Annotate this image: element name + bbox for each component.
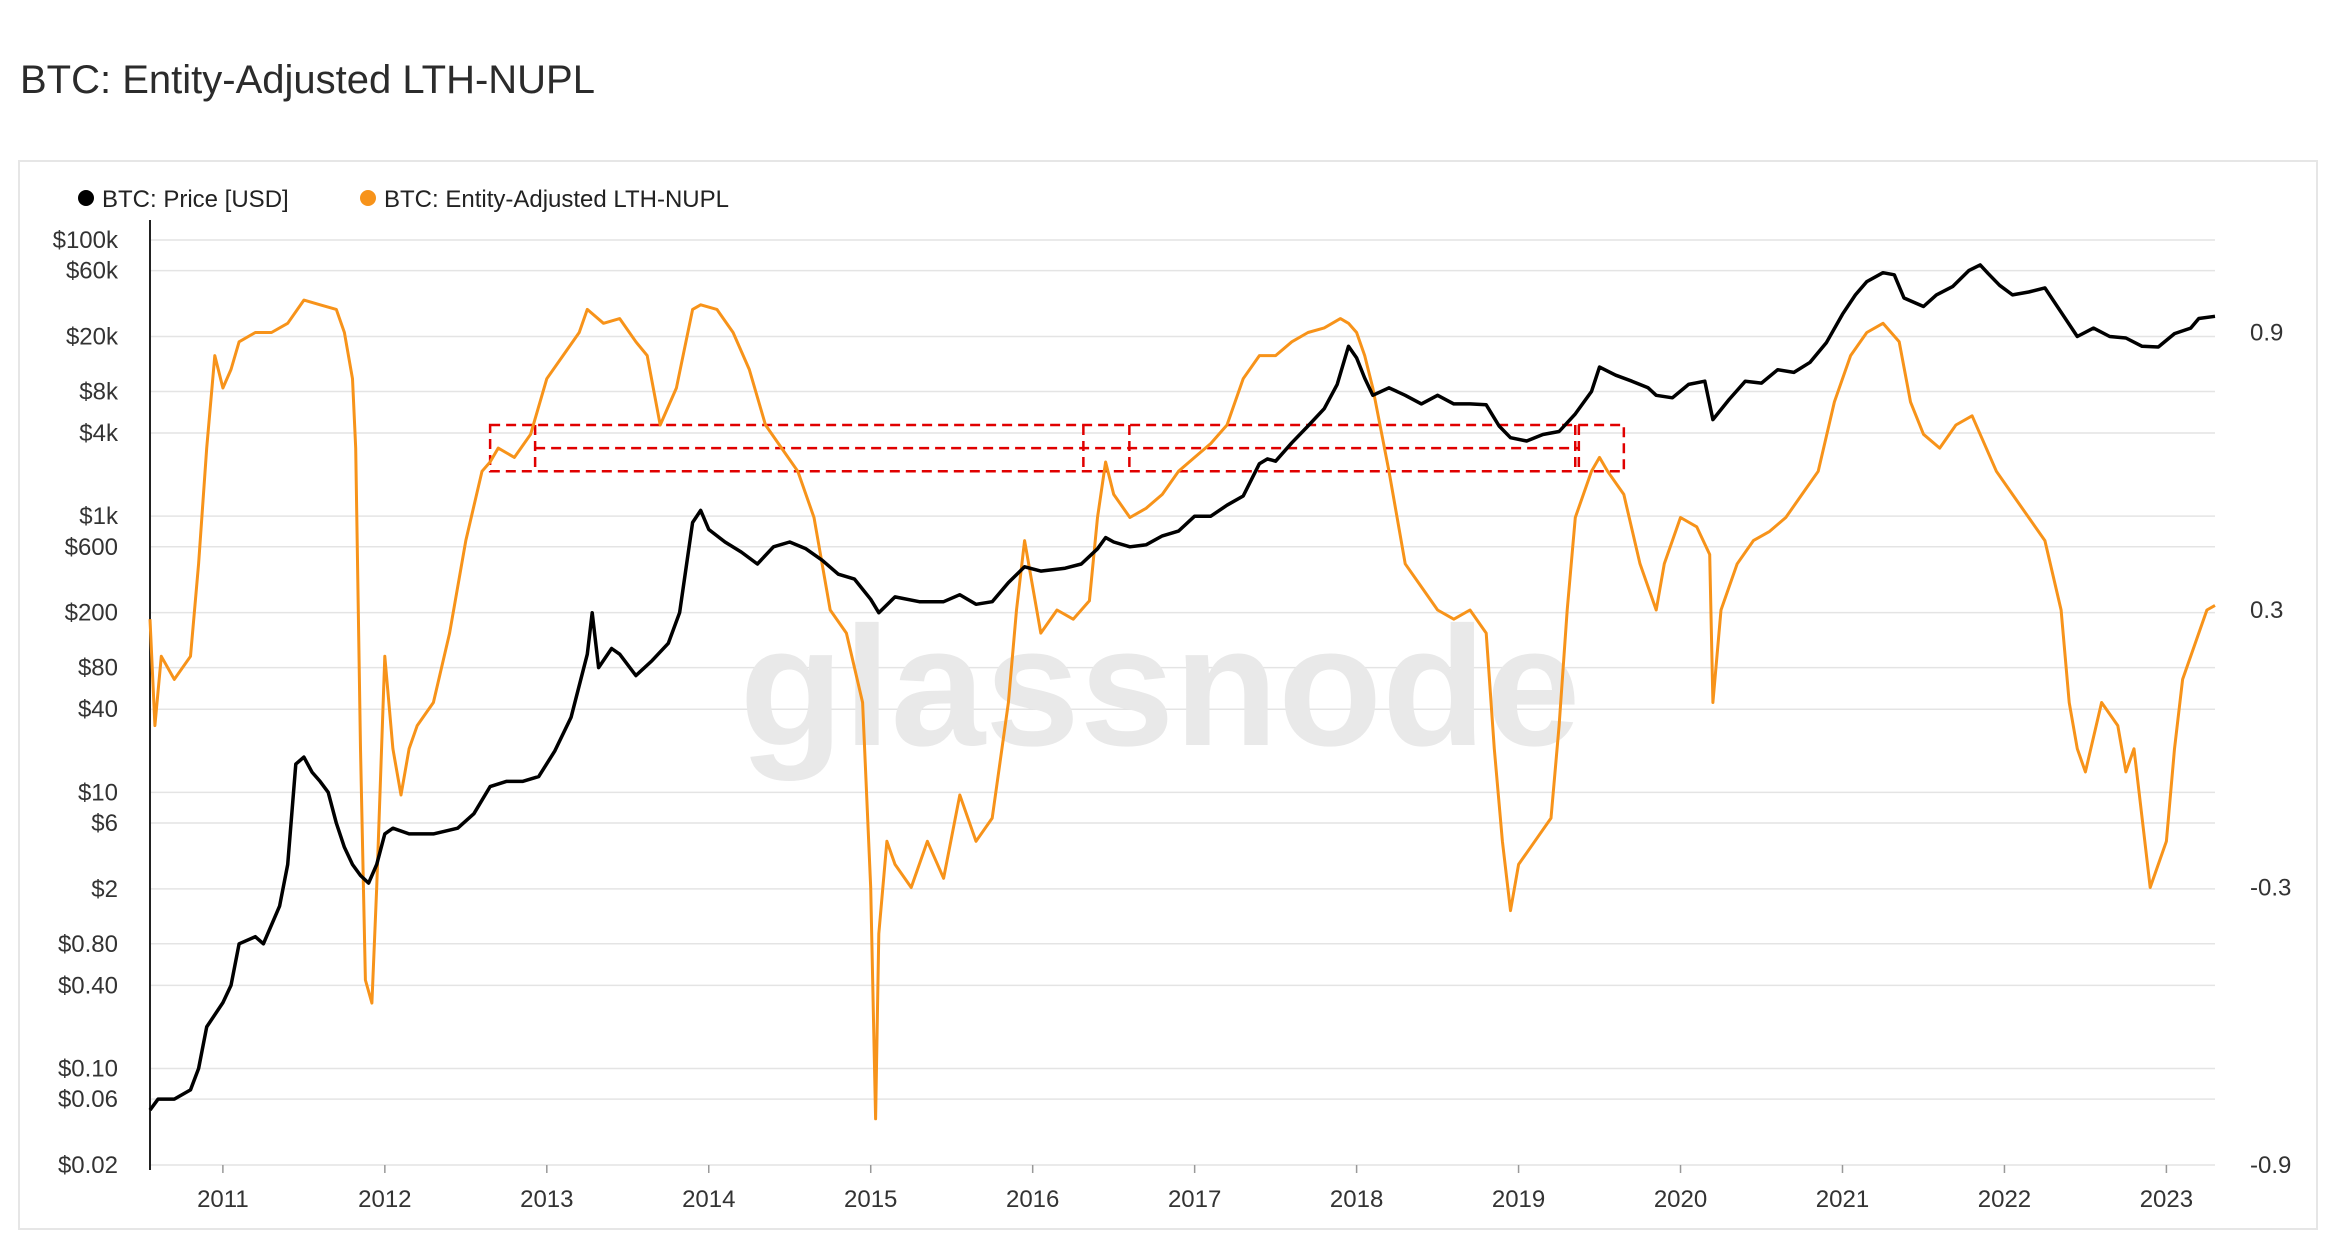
y-left-tick-label: $0.80	[58, 931, 118, 958]
y-left-tick-label: $80	[78, 655, 118, 682]
y-left-tick-label: $10	[78, 779, 118, 806]
series-lines	[148, 263, 2216, 1121]
legend-price-dot	[78, 190, 94, 206]
y-left-tick-label: $0.06	[58, 1086, 118, 1113]
x-tick-label: 2020	[1654, 1186, 1707, 1213]
y-left-tick-label: $0.40	[58, 972, 118, 999]
y-left-tick-label: $0.10	[58, 1055, 118, 1082]
y-left-tick-label: $8k	[79, 378, 119, 405]
y-left-tick-label: $600	[65, 534, 118, 561]
legend-price-label[interactable]: BTC: Price [USD]	[102, 186, 289, 213]
x-tick-label: 2023	[2140, 1186, 2193, 1213]
y-left-tick-label: $0.02	[58, 1152, 118, 1179]
x-tick-label: 2014	[682, 1186, 735, 1213]
chart-frame	[18, 160, 2318, 1230]
x-tick-label: 2015	[844, 1186, 897, 1213]
watermark: glassnode	[740, 592, 1581, 782]
y-right-tick-label: 0.3	[2250, 597, 2283, 624]
y-left-tick-label: $40	[78, 696, 118, 723]
series-nupl-line	[148, 298, 2216, 1121]
series-price-line	[148, 263, 2216, 1112]
x-tick-label: 2011	[197, 1186, 249, 1213]
y-left-tick-label: $60k	[66, 258, 119, 285]
y-left-tick-label: $6	[91, 810, 118, 837]
y-right-tick-label: 0.9	[2250, 320, 2283, 347]
y-left-tick-label: $20k	[66, 324, 119, 351]
y-left-tick-label: $200	[65, 600, 118, 627]
highlight-rect	[488, 423, 1626, 473]
x-tick-label: 2012	[358, 1186, 411, 1213]
x-tick-label: 2017	[1168, 1186, 1221, 1213]
legend-nupl-label[interactable]: BTC: Entity-Adjusted LTH-NUPL	[384, 186, 729, 213]
grid-lines	[150, 239, 2215, 1166]
legend: BTC: Price [USD] BTC: Entity-Adjusted LT…	[78, 186, 729, 213]
x-tick-label: 2021	[1816, 1186, 1869, 1213]
y-left-tick-label: $4k	[79, 420, 119, 447]
y-right-tick-label: -0.9	[2250, 1152, 2291, 1179]
y-left-tick-label: $100k	[53, 227, 119, 254]
highlight-box	[488, 423, 1626, 473]
axes: $100k $60k $20k $8k $4k $1k $600 $200 $80 $40 $10 $…	[53, 220, 2291, 1213]
x-tick-label: 2019	[1492, 1186, 1545, 1213]
x-tick-label: 2022	[1978, 1186, 2031, 1213]
y-left-tick-label: $1k	[79, 503, 119, 530]
page-title: BTC: Entity-Adjusted LTH-NUPL	[20, 58, 595, 102]
x-tick-label: 2018	[1330, 1186, 1383, 1213]
y-left-tick-label: $2	[91, 876, 118, 903]
legend-nupl-dot	[360, 190, 376, 206]
y-right-tick-label: -0.3	[2250, 875, 2291, 902]
x-tick-label: 2016	[1006, 1186, 1059, 1213]
x-tick-label: 2013	[520, 1186, 573, 1213]
